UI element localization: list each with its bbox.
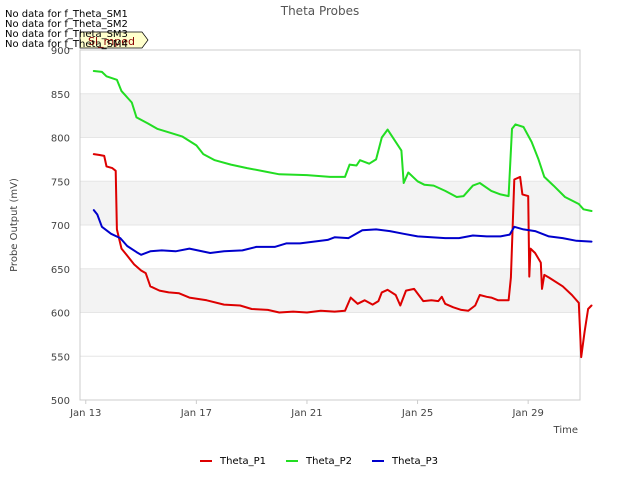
- y-tick-label: 750: [51, 177, 70, 188]
- legend: Theta_P1 Theta_P2 Theta_P3: [200, 456, 438, 467]
- y-tick-label: 500: [51, 396, 70, 407]
- plot-band: [80, 268, 580, 313]
- x-tick-label: Jan 17: [180, 408, 212, 419]
- x-tick-label: Jan 29: [511, 408, 543, 419]
- no-data-message: No data for f_Theta_SM4: [5, 39, 128, 50]
- y-axis-title: Probe Output (mV): [9, 178, 20, 272]
- chart-title: Theta Probes: [280, 4, 359, 18]
- legend-label: Theta_P2: [305, 456, 352, 467]
- series-lines: [92, 70, 593, 359]
- no-data-message: No data for f_Theta_SM3: [5, 29, 128, 40]
- y-tick-label: 600: [51, 309, 70, 320]
- no-data-messages: No data for f_Theta_SM1 No data for f_Th…: [5, 9, 128, 50]
- legend-label: Theta_P1: [219, 456, 266, 467]
- series-line-theta-p2: [92, 70, 593, 212]
- y-tick-label: 900: [51, 46, 70, 57]
- plot-frame: [79, 49, 581, 401]
- legend-label: Theta_P3: [391, 456, 438, 467]
- flag-shape: [79, 31, 149, 49]
- series-line-theta-p1: [92, 153, 593, 359]
- x-axis-ticks: Jan 13 Jan 17 Jan 21 Jan 25 Jan 29: [69, 400, 544, 419]
- y-tick-label: 650: [51, 265, 70, 276]
- flag-label: Sl_mped: [88, 35, 135, 48]
- no-data-message: No data for f_Theta_SM1: [5, 9, 128, 20]
- y-axis-ticks: 500 550 600 650 700 750 800 850 900: [51, 46, 70, 407]
- y-tick-label: 550: [51, 352, 70, 363]
- no-data-message: No data for f_Theta_SM2: [5, 19, 128, 30]
- plot-band: [80, 93, 580, 138]
- y-tick-label: 800: [51, 134, 70, 145]
- x-tick-label: Jan 21: [290, 408, 322, 419]
- plot-band: [80, 181, 580, 225]
- flag-box: Sl_mped: [79, 31, 149, 49]
- x-tick-label: Jan 25: [401, 408, 433, 419]
- y-tick-label: 700: [51, 221, 70, 232]
- series-line-theta-p3: [92, 209, 593, 256]
- y-tick-label: 850: [51, 90, 70, 101]
- x-axis-title: Time: [553, 425, 578, 436]
- x-tick-label: Jan 13: [69, 408, 101, 419]
